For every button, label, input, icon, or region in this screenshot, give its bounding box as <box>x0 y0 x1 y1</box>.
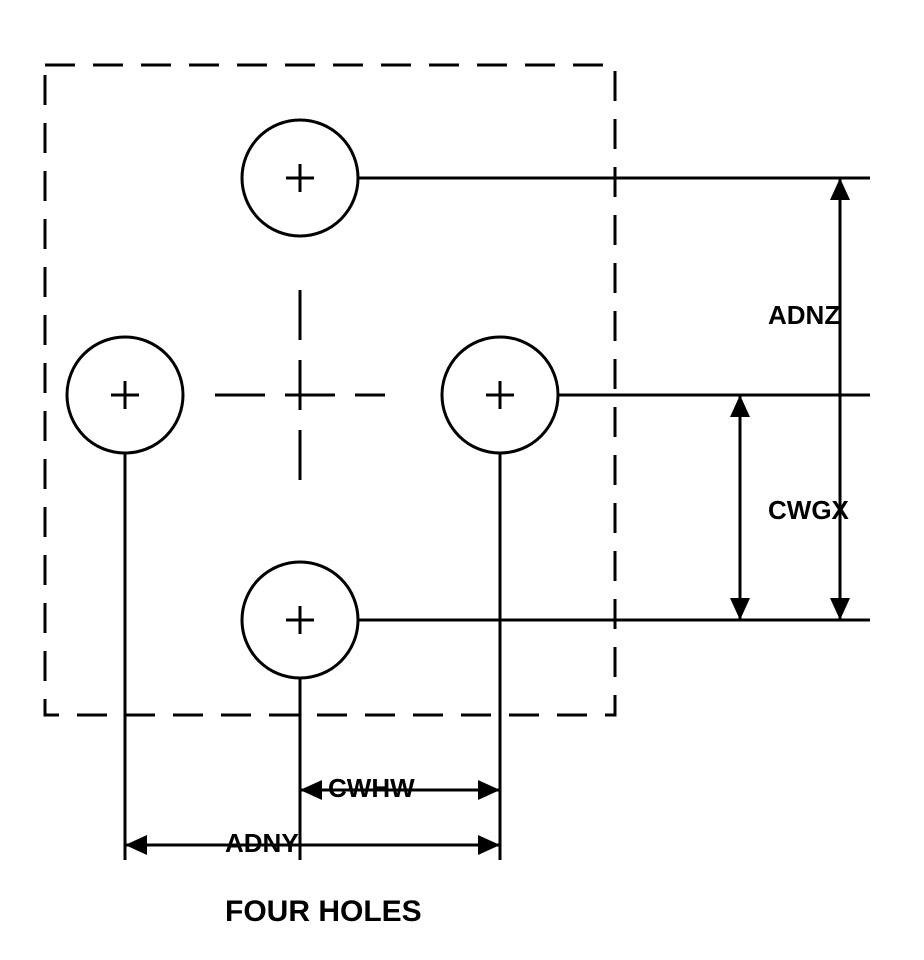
label-adnz: ADNZ <box>768 300 840 331</box>
diagram-svg <box>0 0 924 960</box>
diagram-title: FOUR HOLES <box>225 895 422 929</box>
label-adny: ADNY <box>225 828 299 859</box>
label-cwhw: CWHW <box>328 773 415 804</box>
label-cwgx: CWGX <box>768 495 849 526</box>
diagram-canvas: ADNZ CWGX CWHW ADNY FOUR HOLES <box>0 0 924 960</box>
